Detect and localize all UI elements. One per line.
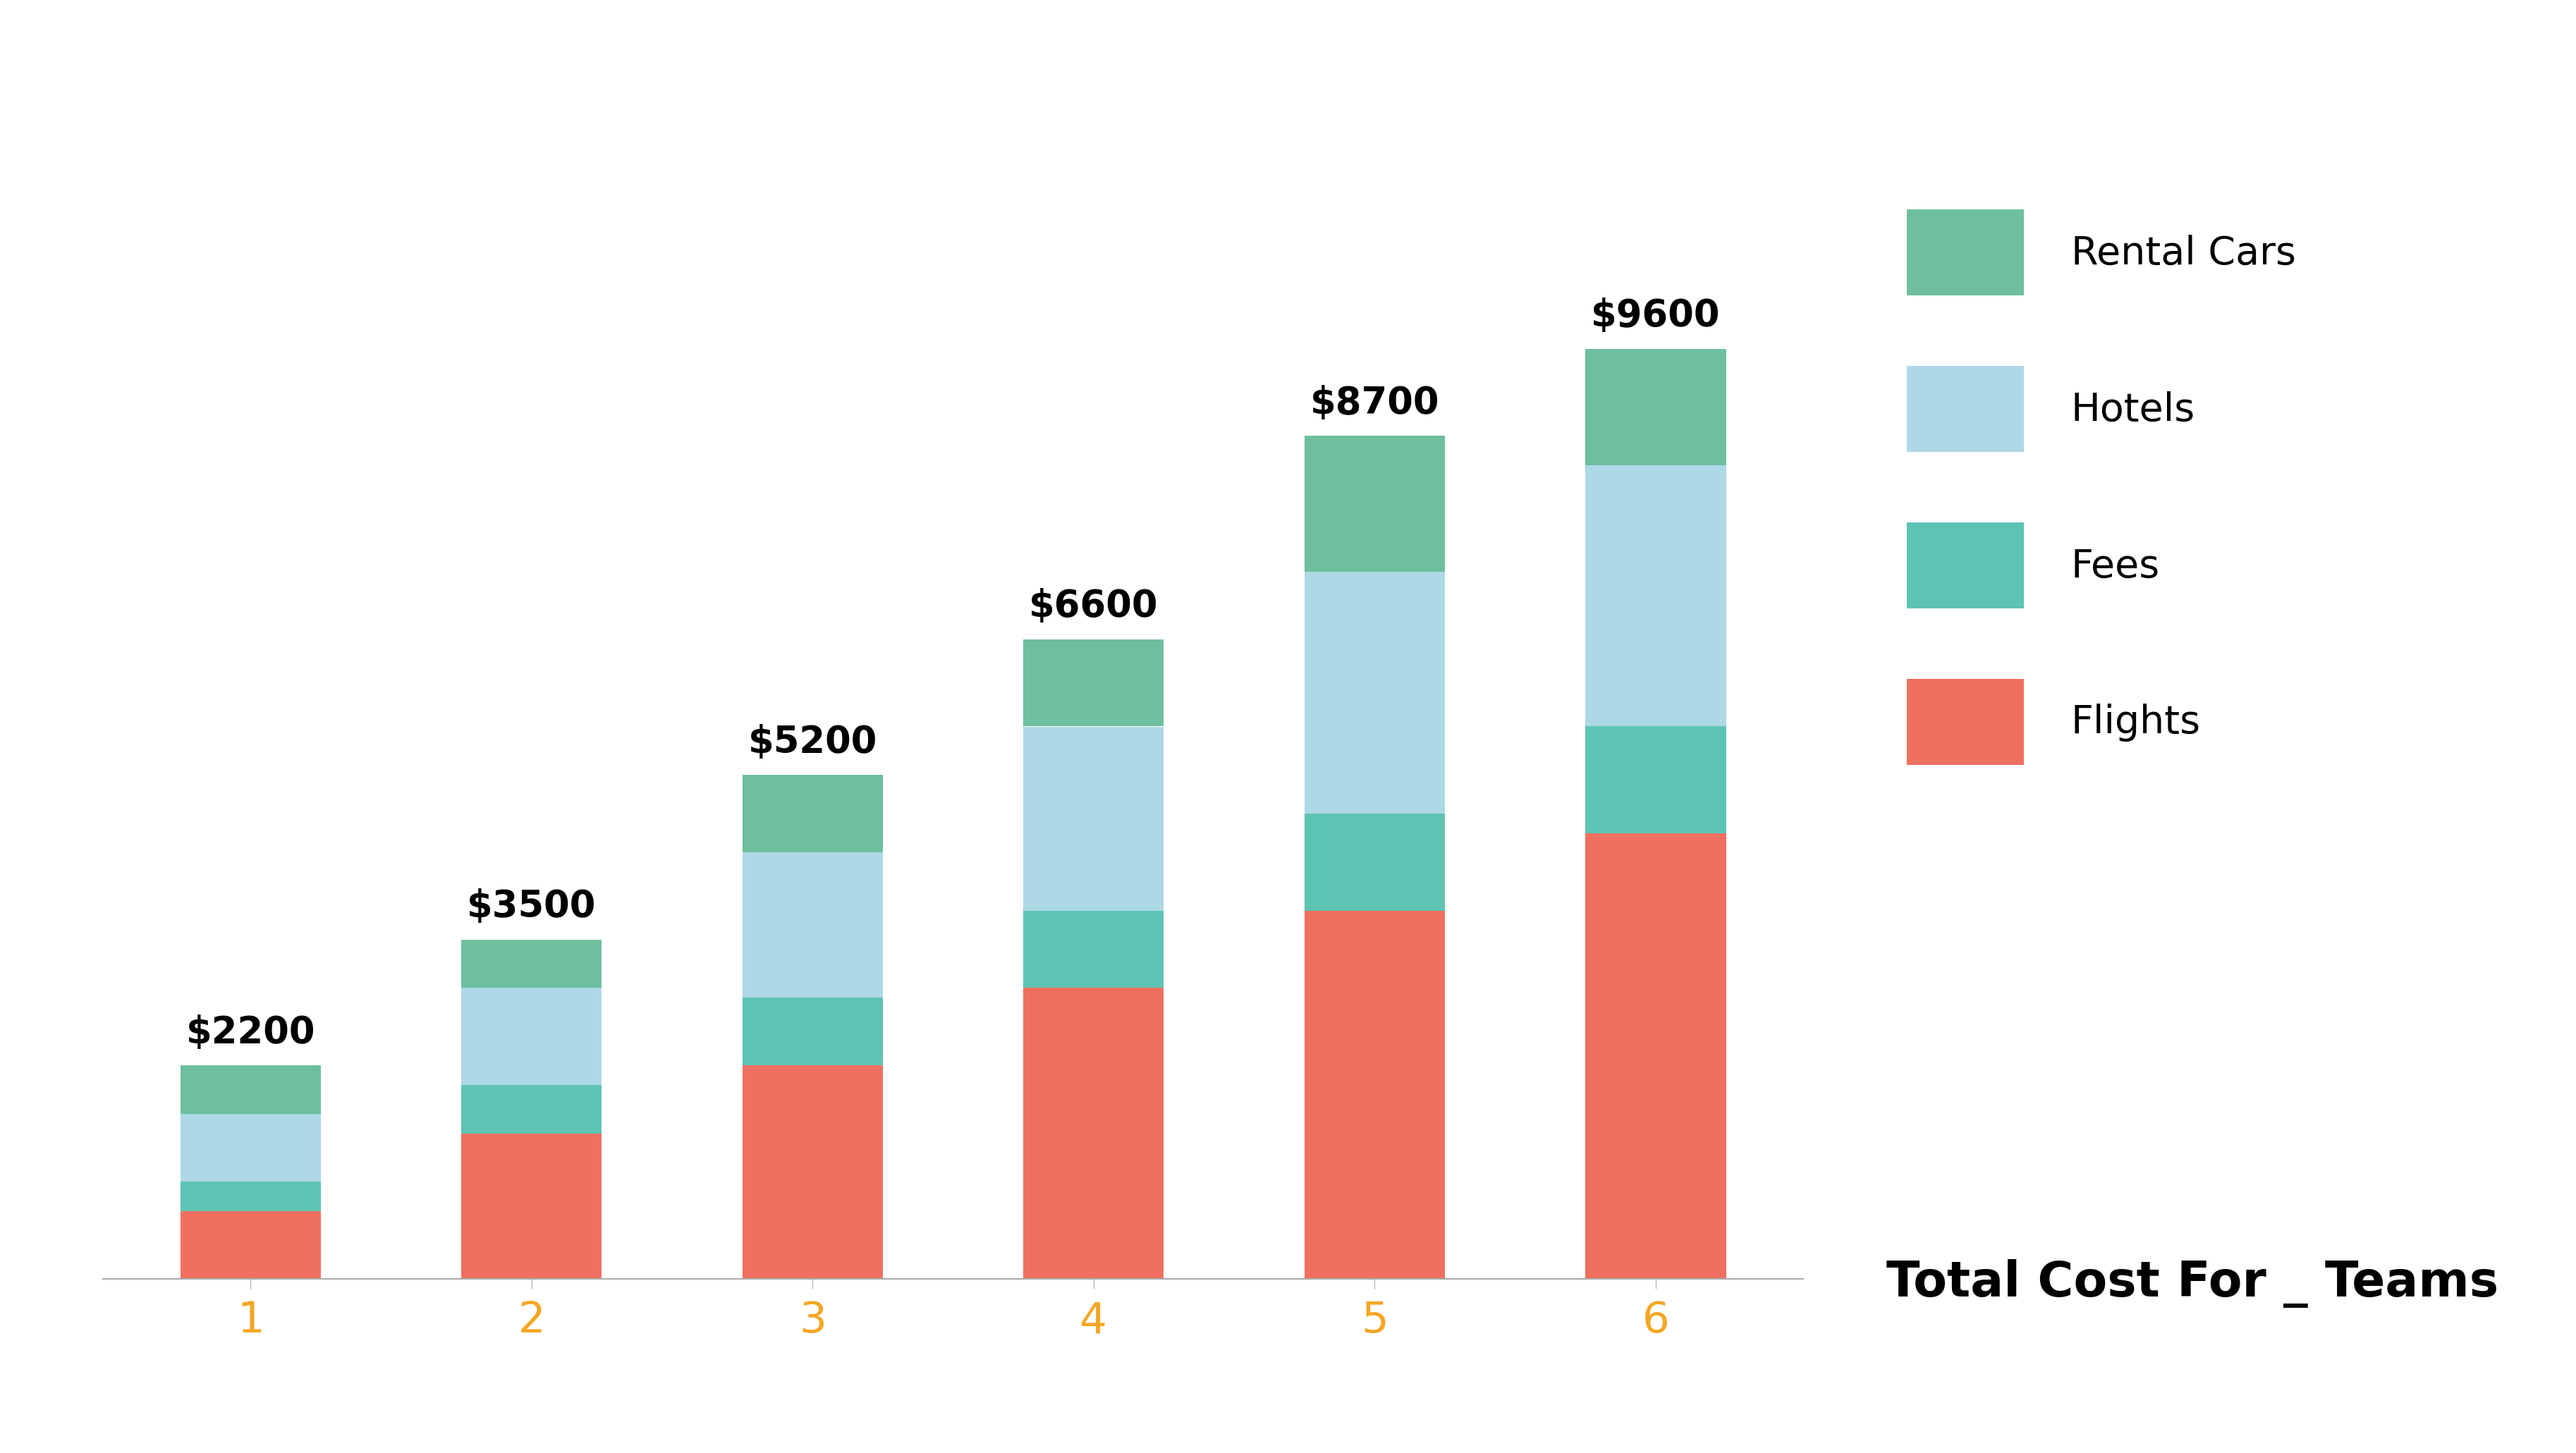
Bar (180, 1114, 322, 1181)
Bar (1023, 911, 1164, 988)
Text: $6600: $6600 (1028, 588, 1159, 625)
Bar (1303, 814, 1445, 911)
Bar (1023, 988, 1164, 1279)
Bar (1303, 911, 1445, 1279)
Bar (1584, 833, 1726, 1279)
Text: $3500: $3500 (466, 888, 595, 926)
Bar (1023, 726, 1164, 911)
Text: Total Cost For _ Teams: Total Cost For _ Teams (1886, 1260, 2499, 1308)
Legend: Rental Cars, Hotels, Fees, Flights: Rental Cars, Hotels, Fees, Flights (1891, 193, 2311, 780)
Bar (1584, 726, 1726, 833)
Text: $8700: $8700 (1311, 385, 1440, 421)
Bar (180, 1210, 322, 1279)
Bar (1303, 571, 1445, 814)
Bar (461, 1133, 603, 1279)
Bar (461, 1085, 603, 1133)
Bar (1023, 639, 1164, 726)
Bar (1303, 436, 1445, 571)
Bar (742, 774, 884, 853)
Bar (742, 998, 884, 1065)
Bar (461, 988, 603, 1085)
Text: $2200: $2200 (185, 1014, 314, 1051)
Text: $9600: $9600 (1592, 298, 1721, 334)
Text: $5200: $5200 (747, 724, 878, 760)
Bar (180, 1065, 322, 1114)
Bar (742, 853, 884, 998)
Bar (1584, 465, 1726, 726)
Bar (1584, 349, 1726, 465)
Bar (180, 1181, 322, 1210)
Bar (742, 1065, 884, 1279)
Bar (461, 940, 603, 988)
